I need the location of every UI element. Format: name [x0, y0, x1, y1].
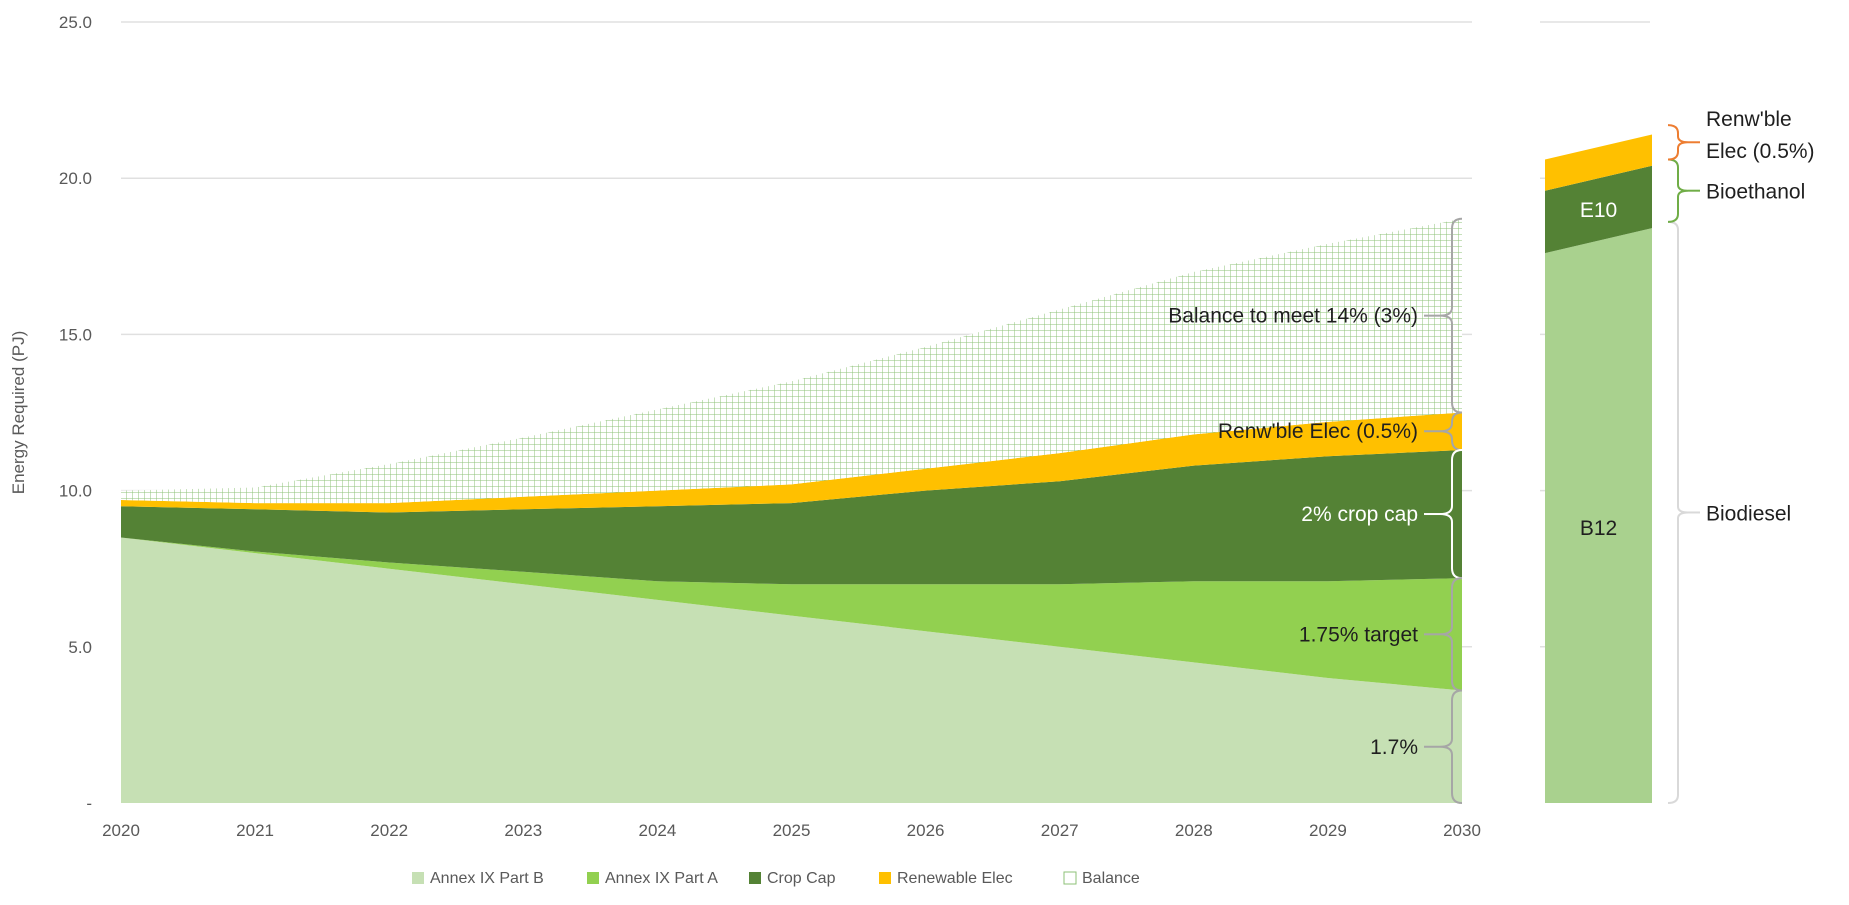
y-tick-label: 5.0	[68, 638, 92, 657]
y-tick-label: -	[86, 794, 92, 813]
legend-label: Balance	[1082, 870, 1140, 887]
y-tick-label: 20.0	[59, 169, 92, 188]
x-tick-label: 2023	[504, 821, 542, 840]
legend-label: Renewable Elec	[897, 870, 1013, 887]
legend-label: Annex IX Part A	[605, 870, 718, 887]
annotation-label: 2% crop cap	[1301, 503, 1418, 526]
y-axis-label: Energy Required (PJ)	[9, 331, 28, 494]
y-tick-label: 25.0	[59, 13, 92, 32]
y-tick-label: 10.0	[59, 482, 92, 501]
x-tick-label: 2020	[102, 821, 140, 840]
side-bar-label: E10	[1580, 199, 1617, 222]
x-tick-label: 2022	[370, 821, 408, 840]
legend-swatch	[1063, 871, 1077, 885]
side-bar-segment	[1545, 165, 1652, 254]
x-tick-label: 2029	[1309, 821, 1347, 840]
annotation-label: Balance to meet 14% (3%)	[1168, 305, 1418, 328]
side-bar-segment	[1545, 134, 1652, 191]
side-bracket-label: Bioethanol	[1706, 181, 1805, 204]
legend-swatch	[749, 872, 761, 884]
legend-label: Crop Cap	[767, 870, 836, 887]
x-tick-label: 2025	[773, 821, 811, 840]
y-tick-label: 15.0	[59, 325, 92, 344]
x-tick-label: 2021	[236, 821, 274, 840]
side-bar-bracket	[1667, 124, 1689, 161]
area-series-annex-ix-part-a	[121, 537, 1462, 691]
x-tick-label: 2024	[638, 821, 676, 840]
area-series-crop-cap	[121, 450, 1462, 585]
side-bracket-label: Biodiesel	[1706, 502, 1791, 525]
legend-swatch	[879, 872, 891, 884]
side-bar-label: B12	[1580, 517, 1617, 540]
area-series-renewable-elec	[121, 412, 1462, 513]
side-bar-bracket	[1667, 158, 1689, 223]
side-bar-bracket	[1667, 220, 1689, 804]
annotation-label: 1.7%	[1370, 736, 1418, 759]
annotation-label: Renw'ble Elec (0.5%)	[1218, 420, 1418, 443]
annotation-label: 1.75% target	[1299, 623, 1418, 646]
area-series-balance	[121, 218, 1462, 504]
x-tick-label: 2027	[1041, 821, 1079, 840]
x-tick-label: 2028	[1175, 821, 1213, 840]
legend-swatch	[587, 872, 599, 884]
legend-label: Annex IX Part B	[430, 870, 544, 887]
x-tick-label: 2026	[907, 821, 945, 840]
x-tick-label: 2030	[1443, 821, 1481, 840]
area-series-annex-ix-part-b	[121, 537, 1462, 803]
side-bracket-label: Renw'ble Elec (0.5%)	[1706, 108, 1815, 163]
legend-swatch	[412, 872, 424, 884]
side-bar-segment	[1545, 228, 1652, 803]
